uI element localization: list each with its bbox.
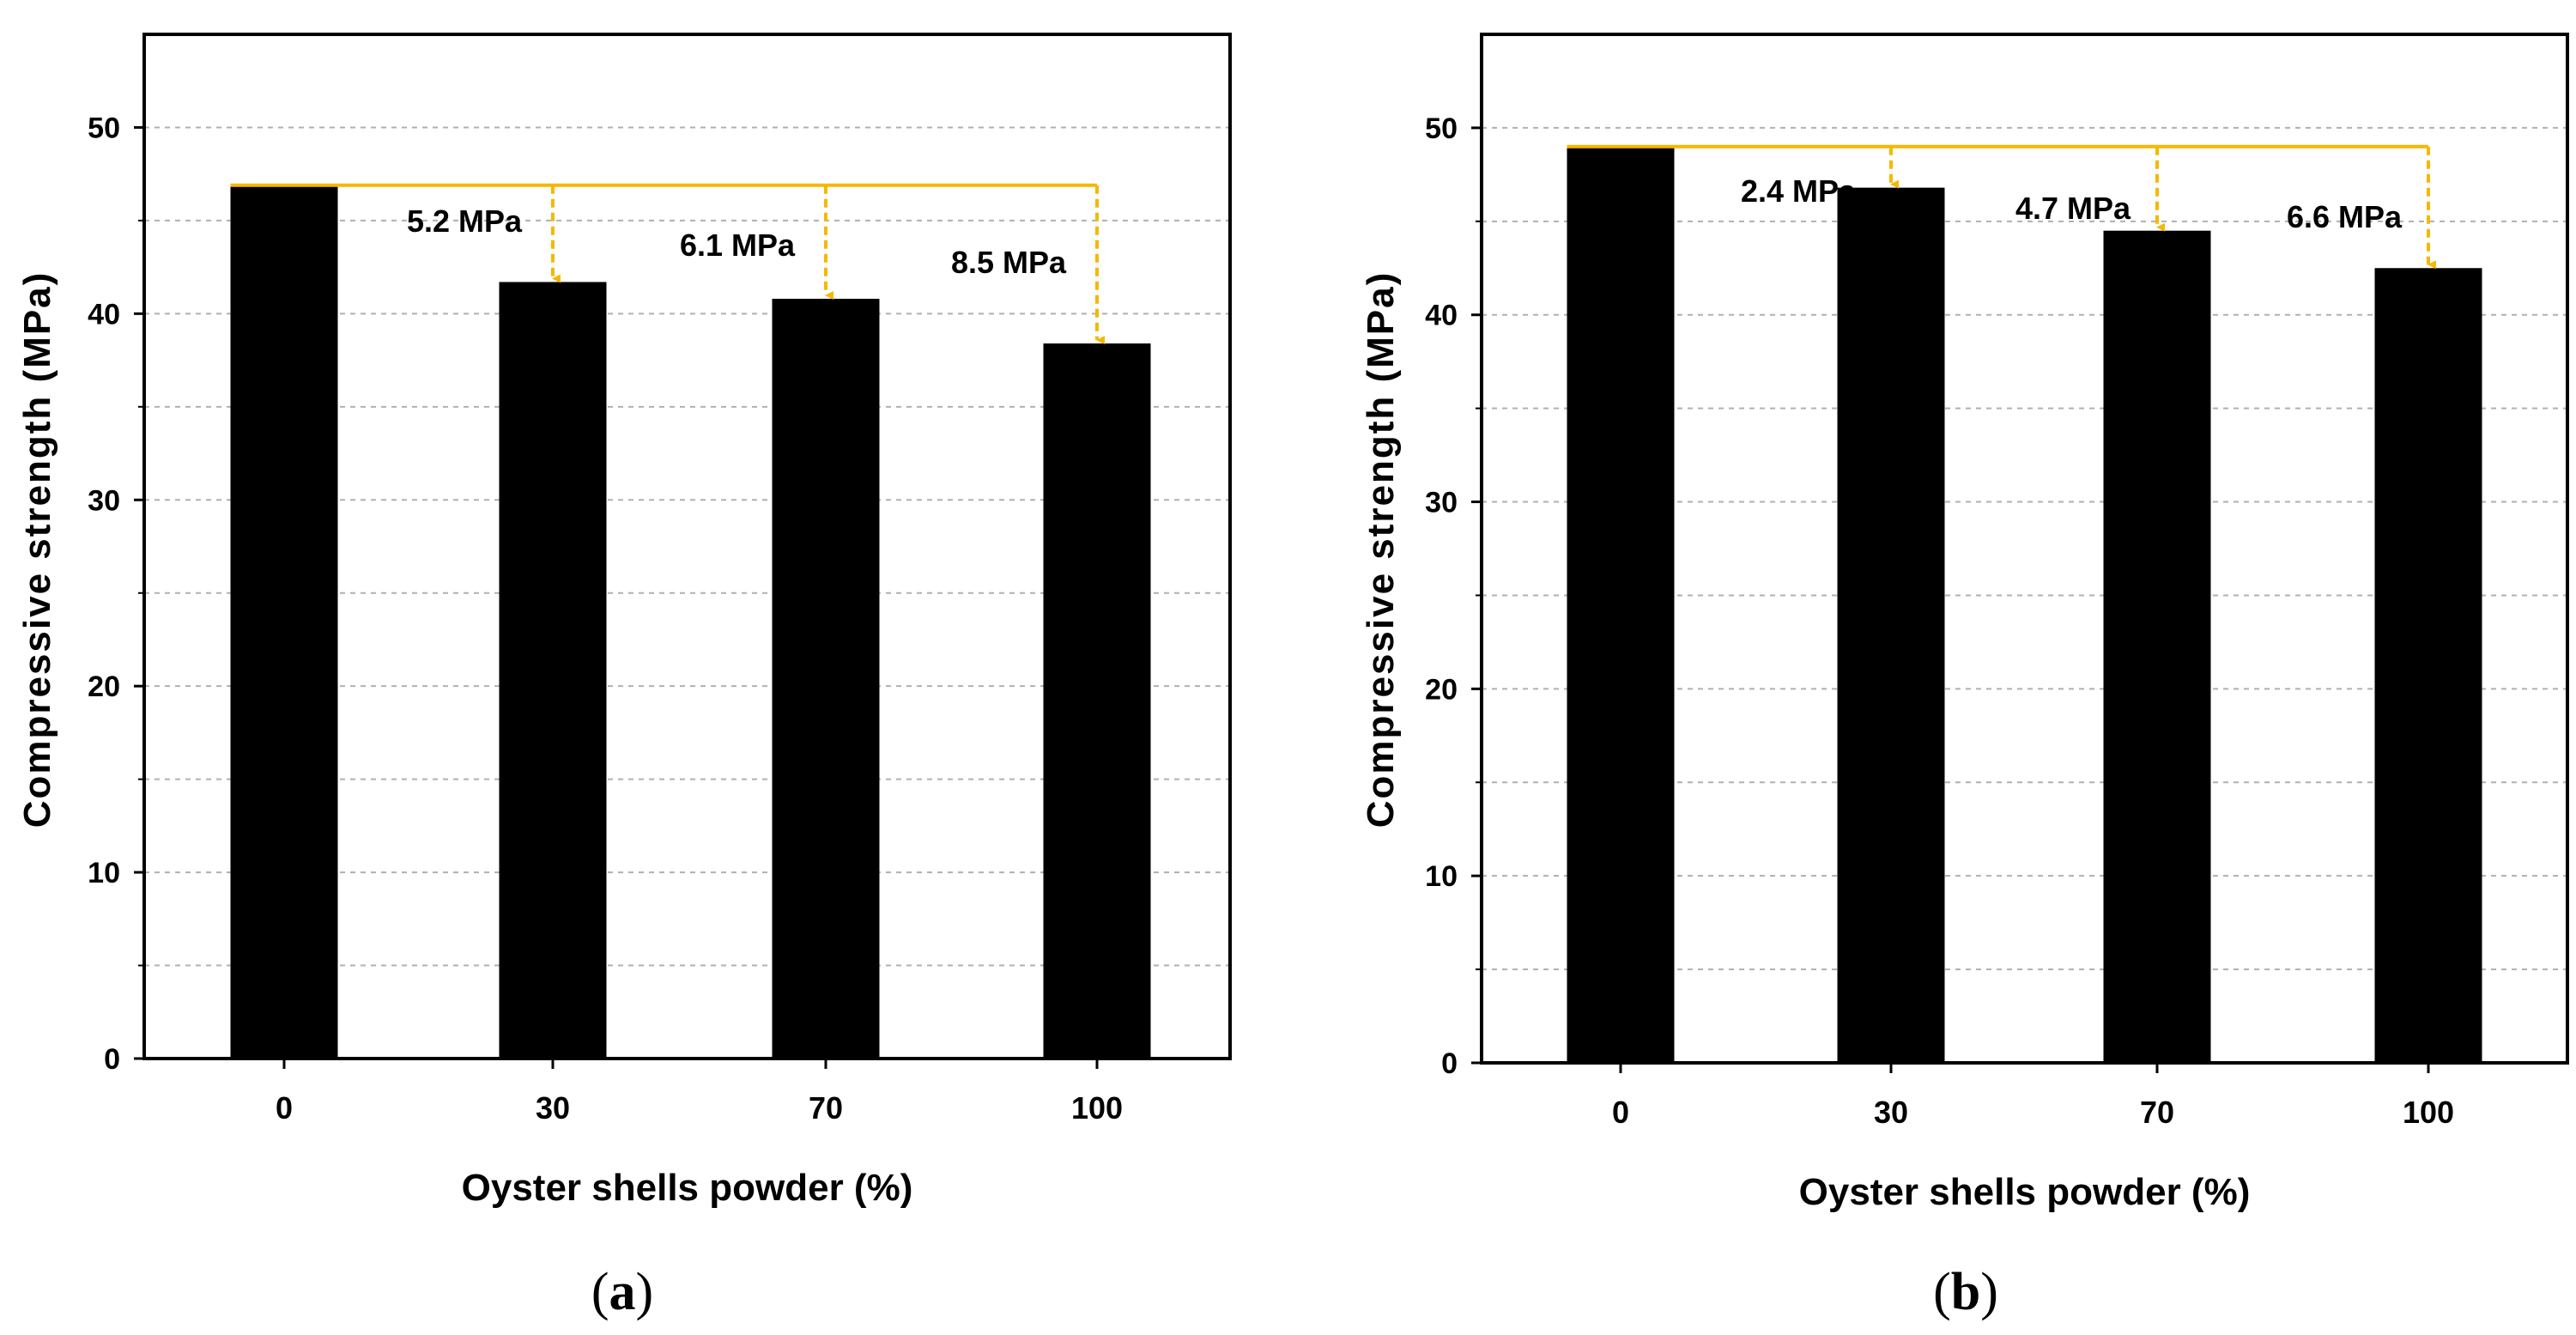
bar-0 xyxy=(230,185,338,1059)
caption-open-paren: ( xyxy=(591,1263,609,1321)
caption-letter: b xyxy=(1951,1263,1980,1321)
drop-label-100: 8.5 MPa xyxy=(951,245,1067,280)
y-tick-label: 0 xyxy=(104,1043,120,1076)
x-tick-label: 30 xyxy=(536,1090,570,1126)
bar-30 xyxy=(1837,187,1945,1064)
bar-30 xyxy=(499,282,607,1059)
bar-70 xyxy=(772,299,880,1059)
bar-70 xyxy=(2103,230,2211,1063)
y-tick-label: 10 xyxy=(88,857,120,889)
bar-100 xyxy=(2374,268,2482,1064)
y-axis-label: Compressive strength (MPa) xyxy=(1360,271,1402,828)
bar-0 xyxy=(1567,146,1675,1063)
x-tick-label: 100 xyxy=(2403,1095,2454,1130)
chart-panel-b: 0 10 20 30 40 50 0 30 70 100 Oyster shells powder … xyxy=(1360,33,2569,1321)
y-tick-label: 30 xyxy=(1425,487,1458,519)
panel-caption: (a) xyxy=(591,1263,653,1321)
y-tick-label: 10 xyxy=(1425,860,1458,893)
y-tick-label: 20 xyxy=(88,671,120,703)
caption-close-paren: ) xyxy=(1980,1263,1998,1321)
drop-label-100: 6.6 MPa xyxy=(2287,199,2403,234)
caption-open-paren: ( xyxy=(1933,1263,1951,1321)
caption-close-paren: ) xyxy=(636,1263,654,1321)
chart-panel-a: 0 10 20 30 40 50 0 30 70 100 Oyster shells powder … xyxy=(16,33,1232,1321)
y-axis-label: Compressive strength (MPa) xyxy=(16,271,58,828)
plot-frame xyxy=(1480,33,2569,1065)
x-tick-label: 100 xyxy=(1071,1090,1123,1126)
x-tick-label: 30 xyxy=(1874,1095,1908,1130)
y-tick-label: 40 xyxy=(1425,300,1458,332)
y-tick-label: 50 xyxy=(1425,112,1458,145)
x-tick-label: 0 xyxy=(276,1090,293,1126)
plot-frame xyxy=(142,33,1232,1060)
y-tick-label: 40 xyxy=(88,298,120,331)
bar-100 xyxy=(1043,343,1151,1059)
y-tick-label: 0 xyxy=(1441,1047,1458,1080)
drop-label-70: 4.7 MPa xyxy=(2015,191,2131,226)
x-tick-label: 0 xyxy=(1612,1095,1629,1130)
panel-caption: (b) xyxy=(1933,1263,1998,1321)
x-axis-label: Oyster shells powder (%) xyxy=(462,1167,913,1209)
drop-label-70: 6.1 MPa xyxy=(680,228,796,263)
y-tick-label: 20 xyxy=(1425,673,1458,706)
x-tick-label: 70 xyxy=(809,1090,843,1126)
caption-letter: a xyxy=(609,1263,636,1321)
x-axis-label: Oyster shells powder (%) xyxy=(1799,1171,2251,1213)
y-tick-label: 50 xyxy=(88,112,120,144)
drop-label-30: 2.4 MPa xyxy=(1741,173,1857,209)
drop-label-30: 5.2 MPa xyxy=(407,203,523,239)
y-tick-label: 30 xyxy=(88,484,120,517)
x-tick-label: 70 xyxy=(2140,1095,2174,1130)
